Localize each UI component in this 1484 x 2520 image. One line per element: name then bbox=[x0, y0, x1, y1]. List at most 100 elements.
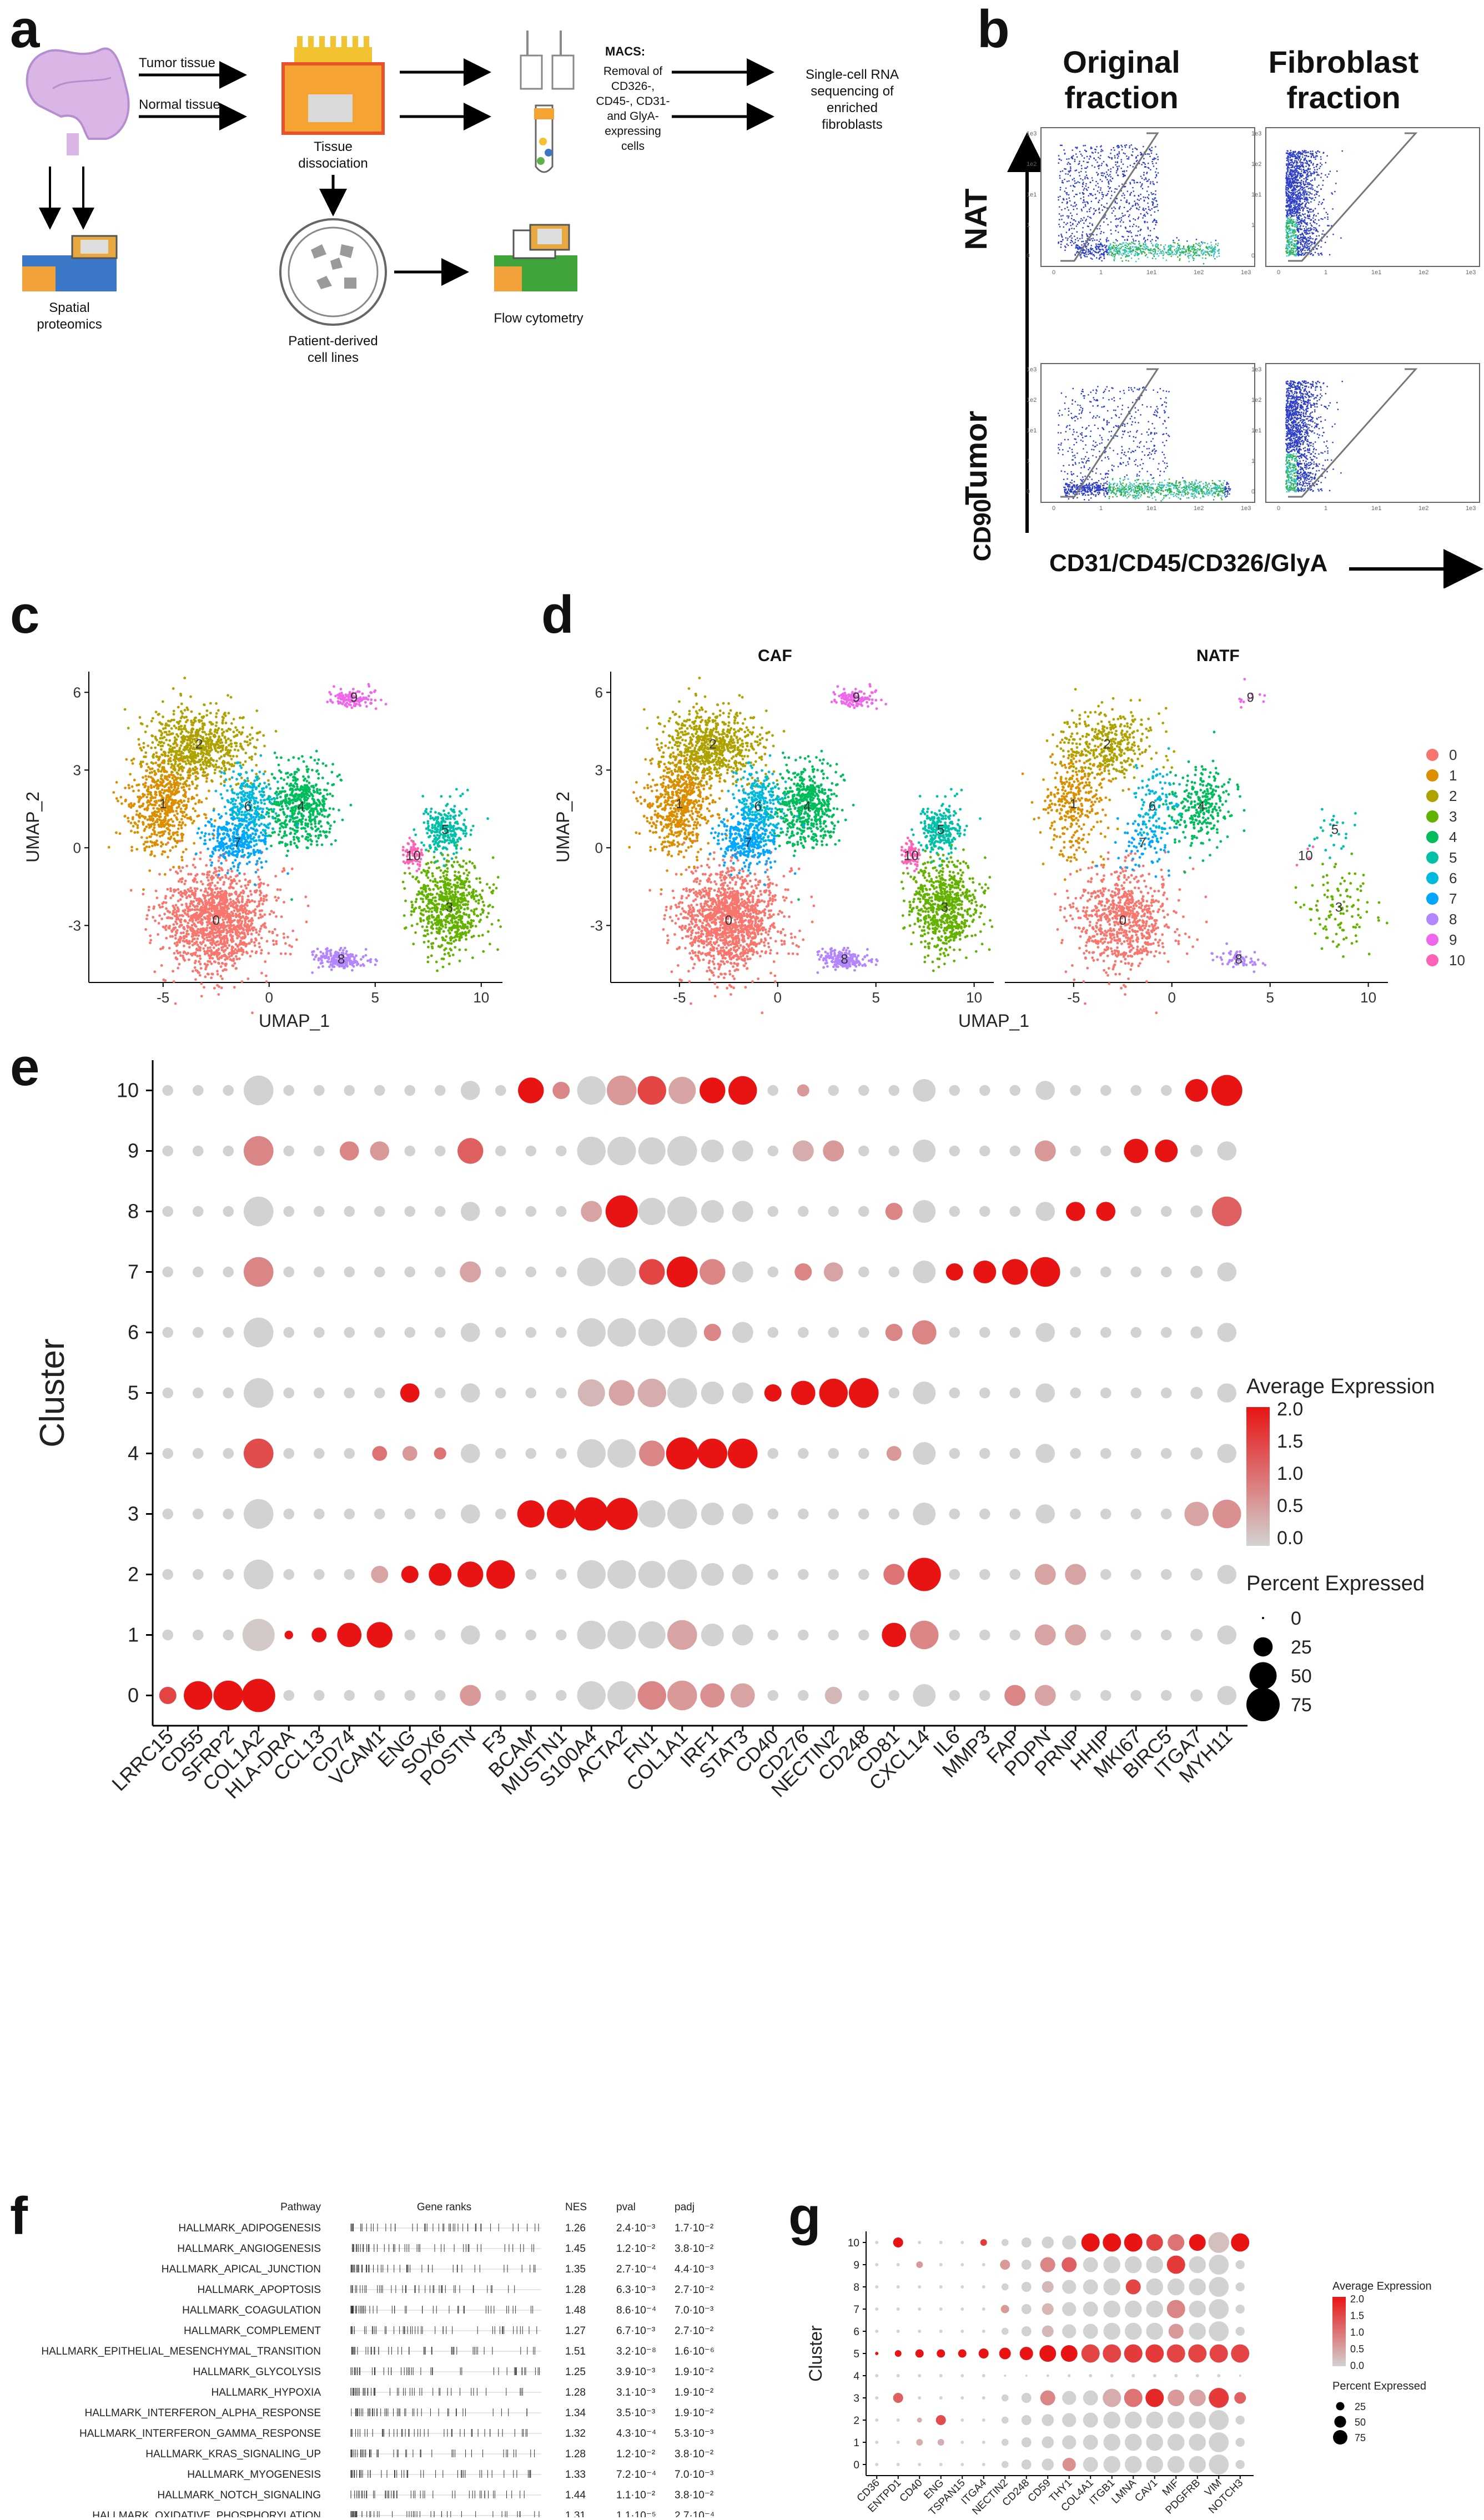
flow-event bbox=[1317, 174, 1319, 175]
flow-event bbox=[1156, 406, 1158, 407]
flow-event bbox=[1192, 490, 1194, 492]
flow-event bbox=[1123, 495, 1125, 496]
flow-event bbox=[1291, 182, 1293, 184]
flow-event bbox=[1151, 450, 1153, 452]
flow-event bbox=[1336, 170, 1338, 172]
tumor-tissue-label: Tumor tissue bbox=[139, 56, 215, 71]
flow-event bbox=[1215, 492, 1216, 494]
flow-event bbox=[1156, 204, 1158, 205]
flow-event bbox=[1140, 198, 1141, 200]
flow-event bbox=[1327, 216, 1329, 218]
flow-event bbox=[1067, 222, 1068, 224]
flow-event bbox=[1301, 176, 1302, 178]
flow-event bbox=[1169, 248, 1170, 249]
flow-event bbox=[1112, 491, 1114, 493]
flow-event bbox=[1060, 234, 1062, 235]
flow-event bbox=[1304, 232, 1306, 234]
flow-event bbox=[1095, 246, 1096, 248]
flow-event bbox=[1124, 248, 1126, 250]
flow-event bbox=[1148, 194, 1150, 196]
flow-event bbox=[1289, 198, 1291, 200]
flow-event bbox=[1286, 201, 1289, 203]
flow-event bbox=[1291, 189, 1294, 191]
flow-event bbox=[1101, 478, 1103, 480]
flow-event bbox=[1115, 492, 1117, 494]
flow-event bbox=[1188, 261, 1190, 263]
flow-event bbox=[1286, 223, 1288, 224]
flow-event bbox=[1287, 226, 1289, 228]
flow-event bbox=[1151, 492, 1153, 495]
flow-event bbox=[1065, 168, 1067, 170]
flow-event bbox=[1133, 490, 1135, 491]
flow-event bbox=[1097, 486, 1099, 488]
flow-event bbox=[1144, 241, 1146, 243]
flow-event bbox=[1297, 231, 1300, 233]
flow-event bbox=[1089, 239, 1091, 241]
flow-event bbox=[1291, 384, 1294, 385]
flow-event bbox=[1292, 190, 1294, 192]
flow-event bbox=[1183, 495, 1184, 497]
flow-event bbox=[1135, 491, 1137, 492]
flow-event bbox=[1084, 145, 1086, 147]
flow-event bbox=[1287, 184, 1289, 186]
flow-event bbox=[1311, 153, 1313, 154]
flow-event bbox=[1132, 225, 1134, 228]
flow-event bbox=[1304, 390, 1306, 391]
flow-event bbox=[1147, 153, 1149, 155]
flow-event bbox=[1299, 254, 1301, 256]
flow-event bbox=[1196, 486, 1198, 487]
flow-event bbox=[1189, 250, 1191, 251]
flow-event bbox=[1160, 487, 1162, 488]
flow-event bbox=[1145, 244, 1146, 246]
flow-event bbox=[1070, 471, 1072, 473]
flow-event bbox=[1123, 490, 1125, 492]
flow-event bbox=[1088, 484, 1090, 486]
flow-event bbox=[1088, 225, 1089, 228]
flow-event bbox=[1190, 486, 1192, 488]
flow-event bbox=[1321, 254, 1323, 256]
panel-b-flow: Original fraction Fibroblast fraction NAT … bbox=[944, 0, 1484, 588]
flow-event bbox=[1119, 488, 1121, 491]
flow-event bbox=[1307, 191, 1309, 193]
flow-event bbox=[1135, 437, 1136, 439]
petri-dish-icon bbox=[279, 218, 387, 326]
flow-event bbox=[1060, 215, 1062, 217]
flow-event bbox=[1084, 253, 1085, 255]
flow-event bbox=[1298, 182, 1300, 183]
flow-event bbox=[1303, 221, 1305, 223]
flow-event bbox=[1075, 147, 1076, 148]
flow-event bbox=[1098, 173, 1099, 175]
flow-event bbox=[1149, 209, 1151, 211]
flow-event bbox=[1090, 401, 1092, 403]
flow-event bbox=[1227, 491, 1229, 493]
flow-event bbox=[1125, 242, 1127, 244]
flow-event bbox=[1077, 435, 1079, 437]
flow-event bbox=[1287, 198, 1290, 200]
flow-event bbox=[1164, 421, 1166, 422]
flow-event bbox=[1138, 486, 1139, 487]
flow-event bbox=[1082, 201, 1084, 204]
flow-event bbox=[1132, 148, 1134, 150]
flow-event bbox=[1084, 255, 1085, 256]
flow-event bbox=[1083, 249, 1085, 251]
flow-event bbox=[1153, 492, 1154, 493]
flow-event bbox=[1068, 180, 1070, 182]
flow-event bbox=[1163, 486, 1165, 488]
flow-event bbox=[1286, 211, 1288, 213]
flow-event bbox=[1083, 199, 1085, 201]
flow-event bbox=[1076, 208, 1078, 210]
flow-event bbox=[1138, 478, 1139, 481]
flow-event bbox=[1118, 153, 1120, 154]
flow-event bbox=[1287, 200, 1289, 201]
flow-event bbox=[1309, 196, 1310, 198]
flow-event bbox=[1309, 247, 1311, 249]
flow-event bbox=[1083, 448, 1084, 450]
flow-event bbox=[1115, 218, 1116, 220]
flow-event bbox=[1132, 151, 1134, 153]
flow-event bbox=[1115, 415, 1117, 417]
flow-event bbox=[1304, 187, 1306, 189]
flow-event bbox=[1100, 253, 1103, 255]
flow-event bbox=[1086, 234, 1088, 236]
flow-event bbox=[1139, 471, 1140, 473]
flow-event bbox=[1072, 403, 1073, 405]
